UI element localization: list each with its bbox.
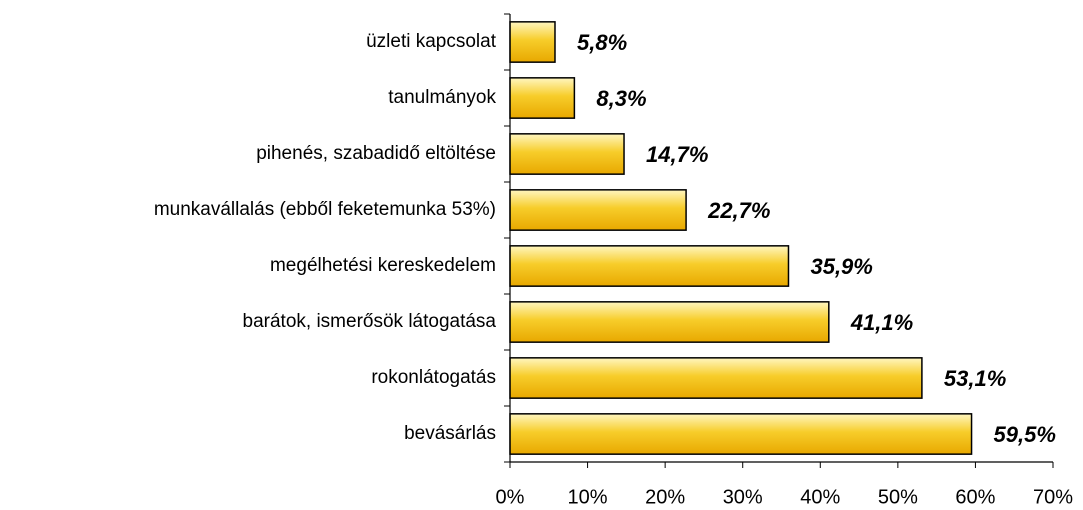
- value-label: 5,8%: [577, 30, 627, 55]
- bar: [509, 357, 923, 399]
- y-tick-label: rokonlátogatás: [371, 367, 496, 388]
- y-tick-label: üzleti kapcsolat: [366, 31, 497, 52]
- x-tick-label: 70%: [1033, 486, 1073, 508]
- y-tick-label: tanulmányok: [388, 87, 496, 108]
- value-label: 14,7%: [646, 142, 708, 167]
- value-label: 22,7%: [707, 198, 770, 223]
- y-tick-label: barátok, ismerősök látogatása: [243, 311, 497, 332]
- x-tick-label: 50%: [878, 486, 918, 508]
- value-label: 41,1%: [850, 310, 913, 335]
- x-tick-label: 60%: [955, 486, 995, 508]
- bar: [509, 245, 790, 287]
- y-tick-label: bevásárlás: [404, 423, 496, 444]
- y-tick-label: megélhetési kereskedelem: [270, 255, 496, 276]
- x-tick-label: 0%: [496, 486, 525, 508]
- x-tick-label: 20%: [645, 486, 685, 508]
- value-label: 8,3%: [596, 86, 646, 111]
- bar: [509, 133, 625, 175]
- bar: [509, 77, 576, 119]
- y-tick-label: munkavállalás (ebből feketemunka 53%): [154, 199, 496, 220]
- bar: [509, 21, 556, 63]
- x-tick-label: 30%: [723, 486, 763, 508]
- bar: [509, 301, 830, 343]
- y-tick-label: pihenés, szabadidő eltöltése: [256, 143, 496, 164]
- x-tick-label: 10%: [568, 486, 608, 508]
- value-label: 53,1%: [944, 366, 1006, 391]
- x-tick-label: 40%: [800, 486, 840, 508]
- bar: [509, 189, 687, 231]
- value-label: 59,5%: [994, 422, 1056, 447]
- value-label: 35,9%: [810, 254, 872, 279]
- bar: [509, 413, 973, 455]
